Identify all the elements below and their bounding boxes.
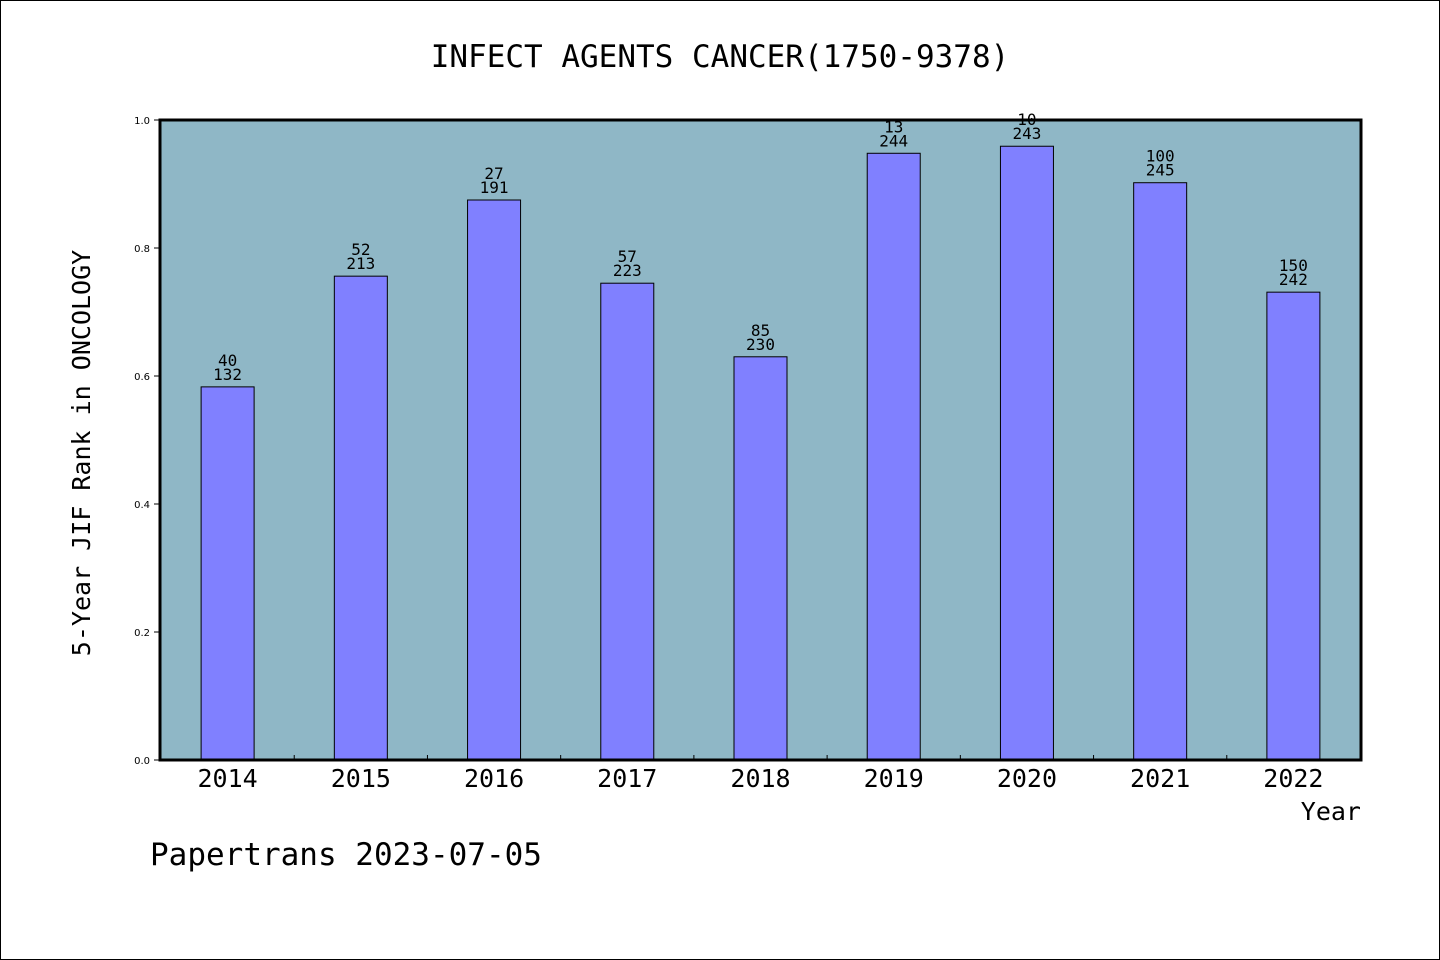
rank-label-2022: 150 xyxy=(1279,256,1308,275)
y-tick-label: 0.8 xyxy=(134,244,150,255)
rank-label-2014: 40 xyxy=(218,351,237,370)
x-tick-label-2022: 2022 xyxy=(1263,764,1323,793)
y-tick-label: 0.6 xyxy=(134,372,150,383)
x-tick-label-2020: 2020 xyxy=(997,764,1057,793)
chart-title: INFECT AGENTS CANCER(1750-9378) xyxy=(431,39,1010,75)
x-axis-label: Year xyxy=(1301,797,1361,826)
rank-label-2021: 100 xyxy=(1146,147,1175,166)
rank-label-2016: 27 xyxy=(484,164,503,183)
y-tick-label: 1.0 xyxy=(134,116,150,127)
bar-2016 xyxy=(467,199,522,761)
total-label-2019: 244 xyxy=(879,131,908,150)
bar-2019 xyxy=(866,152,921,761)
y-axis-label: 5-Year JIF Rank in ONCOLOGY xyxy=(67,250,96,656)
x-tick-label-2014: 2014 xyxy=(198,764,258,793)
total-label-2020: 243 xyxy=(1012,124,1041,143)
plot-frame xyxy=(158,118,1363,762)
x-tick-label-2016: 2016 xyxy=(464,764,524,793)
bar-2022 xyxy=(1266,291,1321,761)
x-tick-label-2021: 2021 xyxy=(1130,764,1190,793)
rank-label-2019: 13 xyxy=(884,117,903,136)
total-label-2017: 223 xyxy=(613,261,642,280)
total-label-2021: 245 xyxy=(1146,161,1175,180)
x-ticks-group: 2014 2015 2016 2017 2018 2019 2020 2021 2022 xyxy=(198,755,1323,793)
data-labels-group: 4013252213271915722385230132441024310024… xyxy=(213,110,1308,384)
bar-2017 xyxy=(600,282,655,761)
bar-2018 xyxy=(733,356,788,761)
x-tick-label-2015: 2015 xyxy=(331,764,391,793)
rank-label-2015: 52 xyxy=(351,240,370,259)
x-tick-label-2018: 2018 xyxy=(730,764,790,793)
bars-group xyxy=(200,145,1321,761)
total-label-2014: 132 xyxy=(213,365,242,384)
y-tick-label: 0.2 xyxy=(134,628,150,639)
bar-2020 xyxy=(999,145,1054,761)
rank-label-2017: 57 xyxy=(618,247,637,266)
x-tick-label-2019: 2019 xyxy=(864,764,924,793)
footer-credit: Papertrans 2023-07-05 xyxy=(150,837,542,873)
x-tick-label-2017: 2017 xyxy=(597,764,657,793)
total-label-2022: 242 xyxy=(1279,270,1308,289)
y-ticks-group: 0.0 0.2 0.4 0.6 0.8 1.0 xyxy=(134,116,160,767)
y-tick-label: 0.0 xyxy=(134,756,150,767)
total-label-2016: 191 xyxy=(480,178,509,197)
bar-2014 xyxy=(200,386,255,761)
rank-label-2018: 85 xyxy=(751,321,770,340)
total-label-2015: 213 xyxy=(346,254,375,273)
bar-2015 xyxy=(333,275,388,761)
y-tick-label: 0.4 xyxy=(134,500,150,511)
bar-2021 xyxy=(1133,182,1188,761)
total-label-2018: 230 xyxy=(746,335,775,354)
